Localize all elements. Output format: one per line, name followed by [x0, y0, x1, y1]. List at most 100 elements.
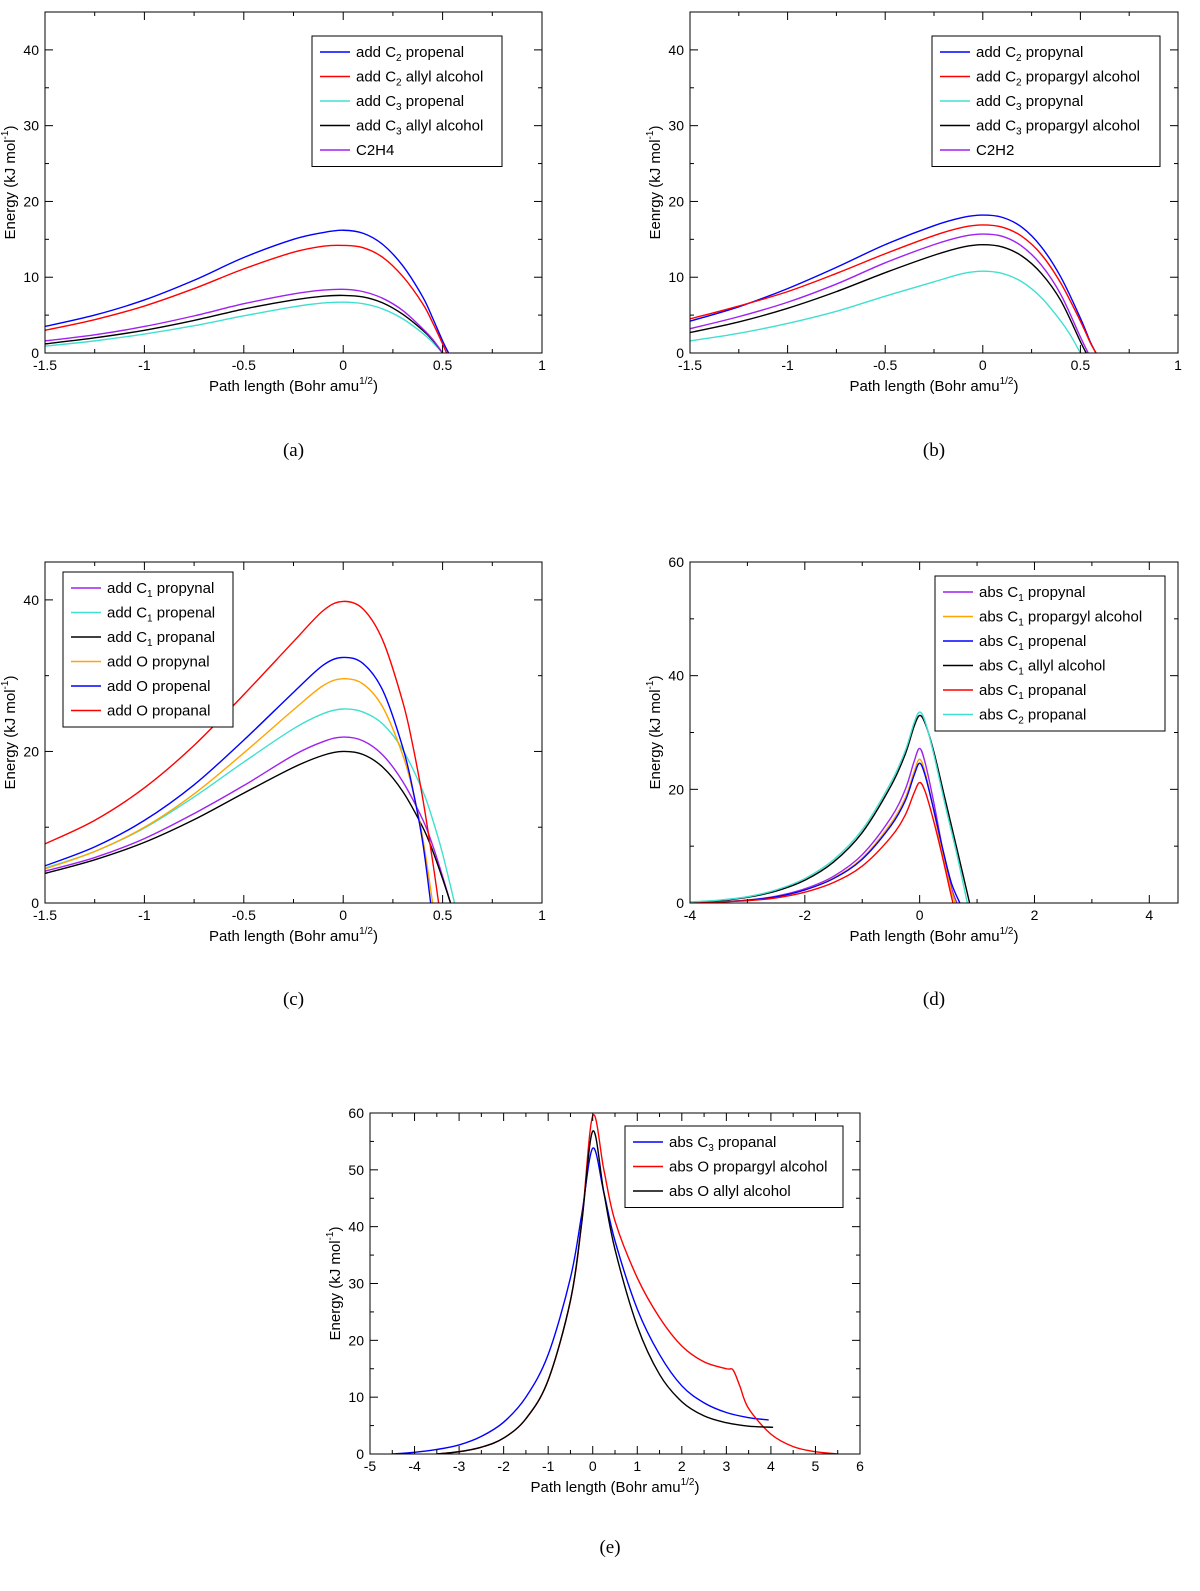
x-tick-label: -0.5 — [232, 357, 256, 373]
x-axis-title: Path length (Bohr amu1/2) — [209, 376, 378, 395]
series-line-abs-c1-allyl-alcohol — [690, 714, 971, 903]
x-tick-label: -2 — [497, 1458, 510, 1474]
series-line-abs-c1-propanal — [690, 781, 954, 903]
x-tick-label: 1 — [538, 907, 546, 923]
x-tick-label: -1 — [542, 1458, 555, 1474]
x-tick-label: 0 — [339, 907, 347, 923]
y-tick-label: 0 — [676, 345, 684, 361]
y-axis-title: Energy (kJ mol-1) — [645, 676, 664, 790]
x-axis-title: Path length (Bohr amu1/2) — [850, 376, 1019, 395]
legend-label: add C2 propenal — [356, 44, 464, 64]
series-line-c2h4 — [45, 288, 444, 353]
legend-label: add O propynal — [107, 654, 210, 671]
x-tick-label: 0 — [339, 357, 347, 373]
y-tick-label: 60 — [348, 1105, 364, 1121]
x-axis-title: Path length (Bohr amu1/2) — [850, 926, 1019, 945]
y-tick-label: 20 — [348, 1332, 364, 1348]
y-tick-label: 0 — [676, 895, 684, 911]
series-line-add-o-propenal — [45, 656, 432, 903]
legend-label: add C2 propargyl alcohol — [976, 69, 1140, 89]
x-tick-label: -1.5 — [33, 907, 57, 923]
legend-label: abs C2 propanal — [979, 707, 1086, 727]
y-tick-label: 40 — [668, 42, 684, 58]
legend-label: abs C1 propynal — [979, 584, 1085, 604]
y-tick-label: 30 — [348, 1276, 364, 1292]
y-tick-label: 20 — [23, 743, 39, 759]
chart-caption: (a) — [283, 440, 304, 461]
x-tick-label: 0.5 — [433, 907, 453, 923]
legend-label: abs O allyl alcohol — [669, 1183, 791, 1200]
x-tick-label: -1.5 — [33, 357, 57, 373]
series-line-abs-o-allyl-alcohol — [436, 1130, 774, 1454]
series-line-add-c3-propargyl-alcohol — [690, 243, 1087, 353]
x-tick-label: 4 — [767, 1458, 775, 1474]
series-line-add-c2-allyl-alcohol — [45, 244, 448, 353]
y-axis-title: Eenrgy (kJ mol-1) — [645, 126, 664, 240]
legend-label: add C1 propenal — [107, 605, 215, 625]
y-tick-label: 40 — [348, 1219, 364, 1235]
legend-label: add C2 allyl alcohol — [356, 69, 483, 89]
series-line-add-c3-propynal — [690, 270, 1082, 353]
y-tick-label: 0 — [31, 895, 39, 911]
y-tick-label: 50 — [348, 1162, 364, 1178]
series-line-add-c3-propenal — [45, 301, 444, 353]
x-tick-label: -1.5 — [678, 357, 702, 373]
x-tick-label: -4 — [408, 1458, 421, 1474]
y-tick-label: 40 — [668, 668, 684, 684]
legend-label: abs O propargyl alcohol — [669, 1159, 827, 1176]
legend-label: add C3 propynal — [976, 93, 1083, 113]
legend-label: add C3 propenal — [356, 93, 464, 113]
y-tick-label: 20 — [23, 193, 39, 209]
x-tick-label: -5 — [364, 1458, 377, 1474]
y-axis-title: Energy (kJ mol-1) — [325, 1227, 344, 1341]
y-tick-label: 30 — [23, 118, 39, 134]
x-tick-label: -1 — [138, 357, 151, 373]
chart-caption: (c) — [283, 989, 304, 1010]
legend-label: add C3 propargyl alcohol — [976, 118, 1140, 138]
legend-label: add C3 allyl alcohol — [356, 118, 483, 138]
y-tick-label: 20 — [668, 781, 684, 797]
legend-label: abs C1 allyl alcohol — [979, 658, 1105, 678]
y-tick-label: 10 — [23, 269, 39, 285]
x-tick-label: 1 — [1174, 357, 1182, 373]
chart-caption: (b) — [923, 440, 945, 461]
y-tick-label: 10 — [668, 269, 684, 285]
chart-caption: (d) — [923, 989, 945, 1010]
y-tick-label: 0 — [31, 345, 39, 361]
x-tick-label: 0 — [916, 907, 924, 923]
x-tick-label: -0.5 — [873, 357, 897, 373]
x-tick-label: 4 — [1145, 907, 1153, 923]
y-tick-label: 60 — [668, 554, 684, 570]
legend-label: abs C1 propanal — [979, 682, 1086, 702]
x-axis-title: Path length (Bohr amu1/2) — [209, 926, 378, 945]
x-tick-label: 2 — [678, 1458, 686, 1474]
series-line-abs-c1-propynal — [690, 747, 958, 903]
series-line-add-o-propanal — [45, 600, 440, 903]
y-tick-label: 40 — [23, 592, 39, 608]
legend-label: abs C3 propanal — [669, 1134, 776, 1154]
y-tick-label: 40 — [23, 42, 39, 58]
x-tick-label: 1 — [633, 1458, 641, 1474]
legend-box — [62, 571, 234, 728]
legend-label: add O propanal — [107, 703, 210, 720]
series-line-add-c3-allyl-alcohol — [45, 294, 444, 353]
x-tick-label: -1 — [781, 357, 794, 373]
series-line-c2h2 — [690, 233, 1089, 353]
x-tick-label: 3 — [722, 1458, 730, 1474]
x-tick-label: 0 — [589, 1458, 597, 1474]
legend-label: abs C1 propenal — [979, 633, 1086, 653]
x-tick-label: 0.5 — [433, 357, 453, 373]
series-line-add-c2-propynal — [690, 214, 1097, 353]
y-tick-label: 30 — [668, 118, 684, 134]
legend-label: abs C1 propargyl alcohol — [979, 609, 1142, 629]
series-line-abs-c2-propanal — [690, 711, 968, 903]
legend-label: add C1 propanal — [107, 629, 215, 649]
chart-3: -1.5 -1 -0.5 0 0.5 1 0 20 40 Path length (Bohr am… — [0, 561, 546, 1010]
x-tick-label: 0.5 — [1071, 357, 1091, 373]
legend-label: C2H4 — [356, 142, 394, 159]
chart-caption: (e) — [599, 1537, 620, 1558]
x-tick-label: 0 — [979, 357, 987, 373]
x-tick-label: 1 — [538, 357, 546, 373]
